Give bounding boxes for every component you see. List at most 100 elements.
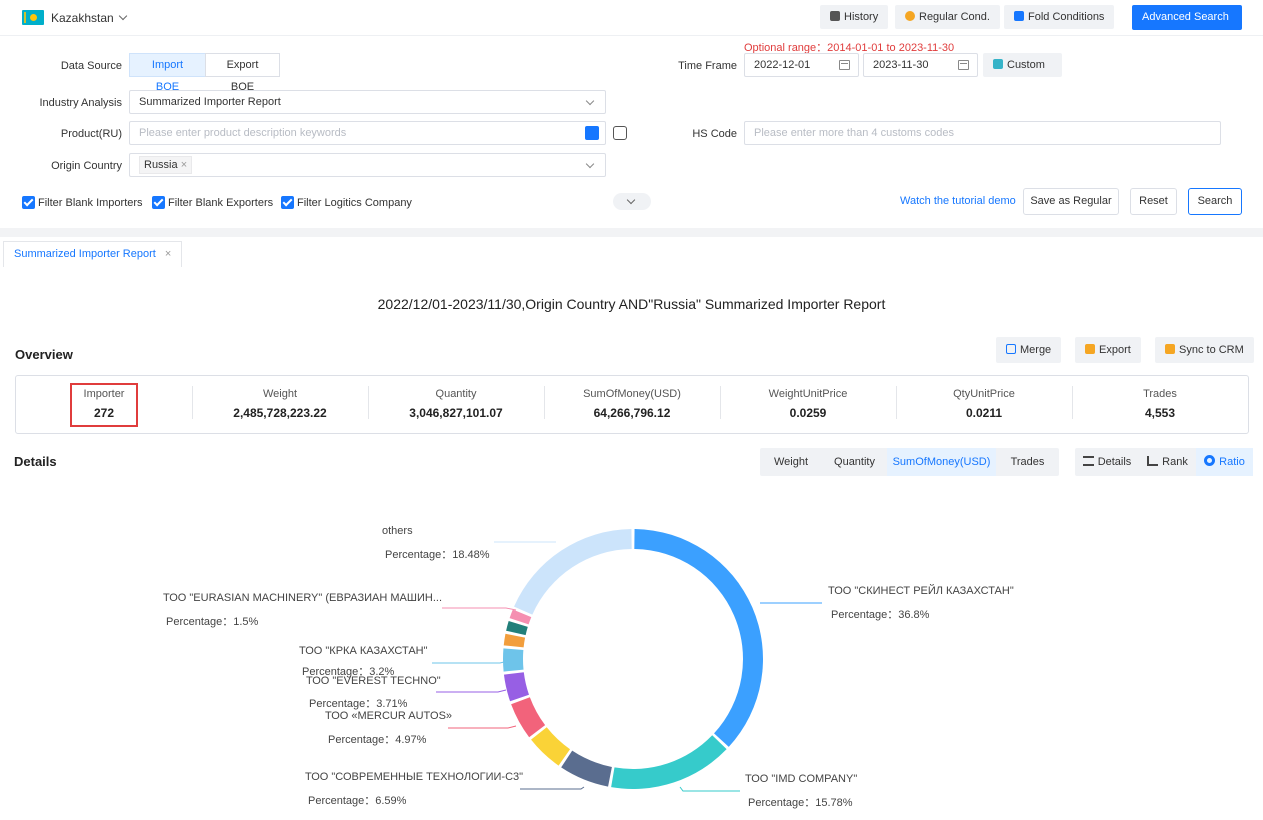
overview-stats: Importer 272 Weight 2,485,728,223.22 Quant… [15,375,1249,434]
hs-code-label: HS Code [692,128,737,140]
origin-country-select[interactable]: Russia × [129,153,606,177]
star-icon [905,11,915,21]
sync-crm-button[interactable]: Sync to CRM [1155,337,1254,363]
chevron-down-icon [626,195,636,205]
report-area: 2022/12/01-2023/11/30,Origin Country AND… [0,267,1263,820]
date-from-input[interactable]: 2022-12-01 [744,53,859,77]
export-boe-toggle[interactable]: Export BOE [205,53,280,93]
donut-slice-0[interactable] [634,529,763,747]
advanced-search-button[interactable]: Advanced Search › [1132,5,1242,47]
bar-chart-icon [1147,456,1159,466]
leader-line-9 [442,607,517,611]
stat-quantity: Quantity 3,046,827,101.07 [409,388,503,420]
save-regular-button[interactable]: Save as Regular [1023,188,1119,215]
stat-weight: Weight 2,485,728,223.22 [233,388,327,420]
tab-summarized-importer-report[interactable]: Summarized Importer Report × [3,241,183,267]
leader-line-5 [436,689,507,693]
metric-tab-trades[interactable]: Trades [1010,456,1045,468]
view-tab-ratio[interactable]: Ratio [1196,448,1253,476]
donut-slice-3[interactable] [531,727,571,766]
date-to-input[interactable]: 2023-11-30 [863,53,978,77]
search-button[interactable]: Search [1188,188,1242,215]
report-title: 2022/12/01-2023/11/30,Origin Country AND… [377,296,886,312]
slice-label-9: ТОО "EURASIAN MACHINERY" (ЕВРАЗИАН МАШИН… [163,592,442,628]
country-selector[interactable]: Kazakhstan [51,11,127,25]
overview-heading: Overview [15,347,73,362]
donut-slice-1[interactable] [611,735,727,789]
donut-slice-8[interactable] [506,621,528,636]
translate-icon[interactable] [585,126,599,140]
custom-button[interactable]: Custom [983,53,1062,77]
expand-toggle[interactable] [613,193,651,210]
industry-select[interactable]: Summarized Importer Report [129,90,606,114]
donut-slice-9[interactable] [509,609,532,625]
time-frame-label: Time Frame [678,60,737,72]
metric-tab-group: Weight Quantity SumOfMoney(USD) Trades [760,448,1059,476]
metric-tab-quantity[interactable]: Quantity [834,456,875,468]
stat-sum-of-money: SumOfMoney(USD) 64,266,796.12 [583,388,681,420]
fold-conditions-button[interactable]: Fold Conditions [1004,5,1115,29]
custom-icon [993,59,1003,69]
import-boe-toggle[interactable]: Import BOE [129,53,206,93]
chevron-down-icon [585,96,595,106]
leader-line-2 [520,786,585,790]
stat-trades: Trades 4,553 [1143,388,1177,420]
donut-slice-7[interactable] [503,633,526,648]
leader-line-4 [448,725,517,729]
view-tab-rank[interactable]: Rank [1139,448,1196,476]
pie-chart-icon [1204,455,1216,466]
slice-label-10: others Percentage：18.48% [382,525,490,561]
donut-slice-2[interactable] [561,750,612,787]
hs-code-input[interactable]: Please enter more than 4 customs codes [744,121,1221,145]
checkbox-checked-icon [22,196,35,209]
filter-logistics-checkbox[interactable]: Filter Logitics Company [281,196,412,209]
origin-country-label: Origin Country [51,160,122,172]
product-input[interactable]: Please enter product description keyword… [129,121,606,145]
stat-qty-unit-price: QtyUnitPrice 0.0211 [953,388,1015,420]
slice-label-4: ТОО «MERCUR AUTOS» Percentage：4.97% [325,710,453,746]
top-bar: Kazakhstan History Regular Cond. Fold Co… [0,0,1263,47]
optional-range-note: Optional range：2014-01-01 to 2023-11-30 [744,42,955,54]
donut-slice-6[interactable] [502,648,524,672]
tag-close-icon[interactable]: × [180,159,188,171]
filter-blank-importers-checkbox[interactable]: Filter Blank Importers [22,196,143,209]
reset-button[interactable]: Reset [1130,188,1177,215]
merge-icon [1006,344,1016,354]
keyword-helper-icon[interactable] [613,126,627,140]
export-button[interactable]: Export [1075,337,1141,363]
fold-icon [1014,11,1024,21]
donut-slice-5[interactable] [503,672,529,702]
stat-importer: Importer 272 [83,388,125,420]
stat-weight-unit-price: WeightUnitPrice 0.0259 [768,388,848,420]
history-button[interactable]: History [820,5,889,29]
metric-tab-weight[interactable]: Weight [773,456,809,468]
donut-slice-10[interactable] [514,529,632,615]
donut-slice-4[interactable] [511,697,546,738]
view-tab-details[interactable]: Details [1075,448,1139,476]
slice-label-1: ТОО "IMD COMPANY" Percentage：15.78% [745,773,858,809]
slice-label-2: ТОО "СОВРЕМЕННЫЕ ТЕХНОЛОГИИ-С3" Percentag… [305,771,524,807]
data-source-label: Data Source [60,60,122,72]
view-tab-group: Details Rank Ratio [1075,448,1253,476]
calendar-icon [958,60,969,70]
checkbox-checked-icon [281,196,294,209]
metric-tab-sum-of-money[interactable]: SumOfMoney(USD) [887,448,996,476]
leader-line-1 [679,786,740,792]
folder-icon [1165,344,1175,354]
merge-button[interactable]: Merge [996,337,1062,363]
slice-label-5: ТОО "EVEREST TECHNO" Percentage：3.71% [306,675,441,710]
chevron-down-icon [585,159,595,169]
chevron-down-icon [118,11,127,21]
table-icon [1082,456,1094,466]
leader-line-6 [432,660,509,664]
regular-cond-button[interactable]: Regular Cond. [895,5,1000,29]
filter-panel: Optional range：2014-01-01 to 2023-11-30 … [0,36,1263,228]
filter-blank-exporters-checkbox[interactable]: Filter Blank Exporters [152,196,273,209]
tutorial-link[interactable]: Watch the tutorial demo [900,195,1016,207]
report-tab-bar: Summarized Importer Report × [0,237,1263,267]
checkbox-checked-icon [152,196,165,209]
export-icon [1085,344,1095,354]
ratio-donut-chart [432,529,822,792]
close-icon[interactable]: × [164,248,172,260]
slice-label-6: ТОО "КРКА КАЗАХСТАН" Percentage：3.2% [299,645,428,678]
